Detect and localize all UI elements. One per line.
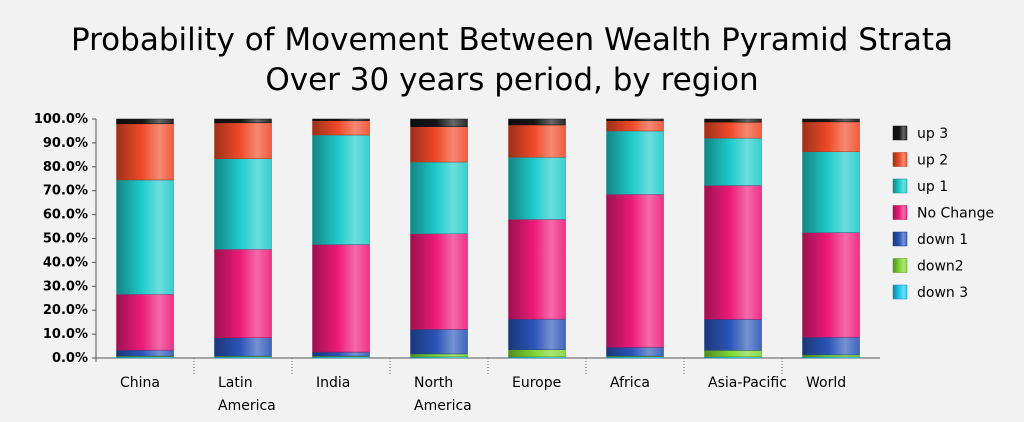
bar-segment [116,179,174,295]
x-tick-label: Europe [512,375,561,391]
bar-segment [116,293,174,351]
bar-segment [410,233,468,330]
bar-segment [312,120,370,136]
x-tick-label: Asia-Pacific [708,375,787,391]
bar-segment [606,118,664,121]
bar-segment [704,137,762,186]
bar-segment [802,354,860,358]
bars [116,118,860,359]
bar-segment [802,336,860,356]
legend-swatch [892,125,908,141]
y-tick-label: 0.0% [52,351,88,366]
bar-segment [410,118,468,127]
legend-label: down 1 [917,232,968,248]
axes: 0.0% 10.0% 20.0% 30.0% 40.0% 50.0% 60.0% 70.0% 8… [34,112,880,414]
bar-segment [214,118,272,124]
bar-segment [802,232,860,338]
bar-segment [312,118,370,121]
bar-segment [312,134,370,245]
bar-segment [704,118,762,123]
legend-label: No Change [917,206,994,222]
bar-segment [410,353,468,358]
y-tick-label: 80.0% [43,160,88,175]
bar-segment [704,319,762,351]
y-tick-label: 70.0% [43,184,88,199]
bar-segment [508,156,566,220]
y-tick-label: 20.0% [43,303,88,318]
legend-swatch [892,258,908,273]
legend-swatch [892,152,908,167]
bar-segment [312,244,370,353]
bar-segment [116,123,174,181]
bar-segment [214,337,272,357]
chart-title: Probability of Movement Between Wealth P… [71,22,953,58]
y-tick-label: 10.0% [43,327,88,342]
legend-swatch [892,284,908,300]
bar-segment [704,121,762,139]
bar-segment [704,185,762,320]
bar-segment [410,161,468,234]
legend-label: up 2 [917,153,948,169]
bar-segment [508,118,566,126]
bar-segment [802,118,860,123]
x-tick-label: China [120,375,160,391]
chart-subtitle: Over 30 years period, by region [265,62,758,98]
legend-label: up 1 [917,179,948,195]
x-tick-label: World [806,375,846,391]
legend-label: down2 [917,259,964,275]
bar-segment [312,351,370,357]
bar-segment [116,349,174,357]
y-tick-label: 90.0% [43,136,88,151]
bar-segment [606,194,664,348]
legend-swatch [892,205,908,220]
bar-segment [606,120,664,132]
bar-segment [508,219,566,320]
legend-label: down 3 [917,285,968,301]
bar-segment [606,130,664,195]
bar-segment [802,151,860,233]
bar-segment [116,118,174,125]
bar-segment [508,349,566,358]
y-tick-label: 30.0% [43,279,88,294]
y-tick-label: 40.0% [43,255,88,270]
bar-segment [606,346,664,357]
legend-swatch [892,178,908,194]
bar-segment [214,122,272,159]
y-tick-label: 50.0% [43,232,88,247]
bar-segment [214,158,272,250]
x-tick-label: India [316,375,350,391]
bar-segment [802,121,860,152]
bar-segment [704,350,762,358]
bar-segment [410,126,468,163]
bar-segment [214,249,272,338]
y-tick-label: 100.0% [34,112,88,127]
legend: up 3 up 2 up 1 No Change down 1 down2 down 3 [892,125,994,301]
x-tick-label: North America [414,375,472,414]
legend-label: up 3 [917,126,948,142]
x-tick-label: Africa [610,375,650,391]
bar-segment [508,318,566,350]
legend-swatch [892,231,908,247]
x-tick-label: Latin America [218,375,276,414]
bar-segment [508,124,566,158]
y-tick-label: 60.0% [43,208,88,223]
bar-segment [410,329,468,355]
